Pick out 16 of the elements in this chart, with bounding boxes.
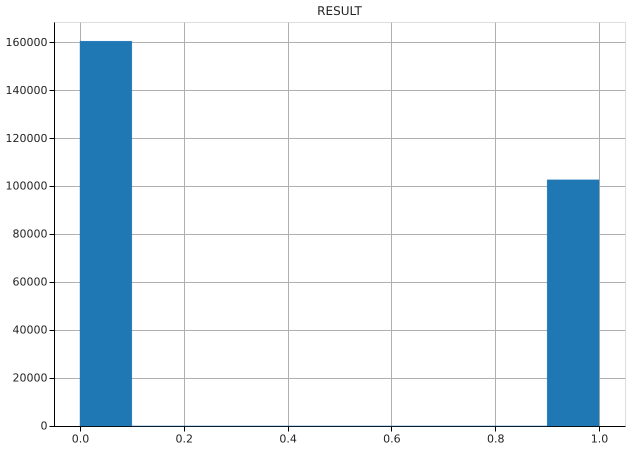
x-tick-label: 0.2 (176, 432, 194, 446)
y-tick-label: 100000 (6, 180, 48, 193)
y-tick-label: 20000 (12, 372, 48, 385)
y-tick-label: 40000 (12, 324, 48, 337)
y-tick-label: 160000 (6, 36, 48, 49)
y-tick-label: 0 (40, 420, 48, 432)
x-tick-label: 0.6 (383, 432, 401, 446)
x-tick-label: 0.0 (72, 432, 90, 446)
y-tick-label: 140000 (6, 84, 48, 97)
y-tick-label: 120000 (6, 132, 48, 145)
x-tick-label: 1.0 (590, 432, 608, 446)
y-tick-label: 80000 (12, 228, 48, 241)
chart-title: RESULT (317, 4, 363, 18)
x-tick-label: 0.8 (486, 432, 504, 446)
x-tick-label: 0.4 (279, 432, 297, 446)
y-tick-label: 60000 (12, 276, 48, 289)
